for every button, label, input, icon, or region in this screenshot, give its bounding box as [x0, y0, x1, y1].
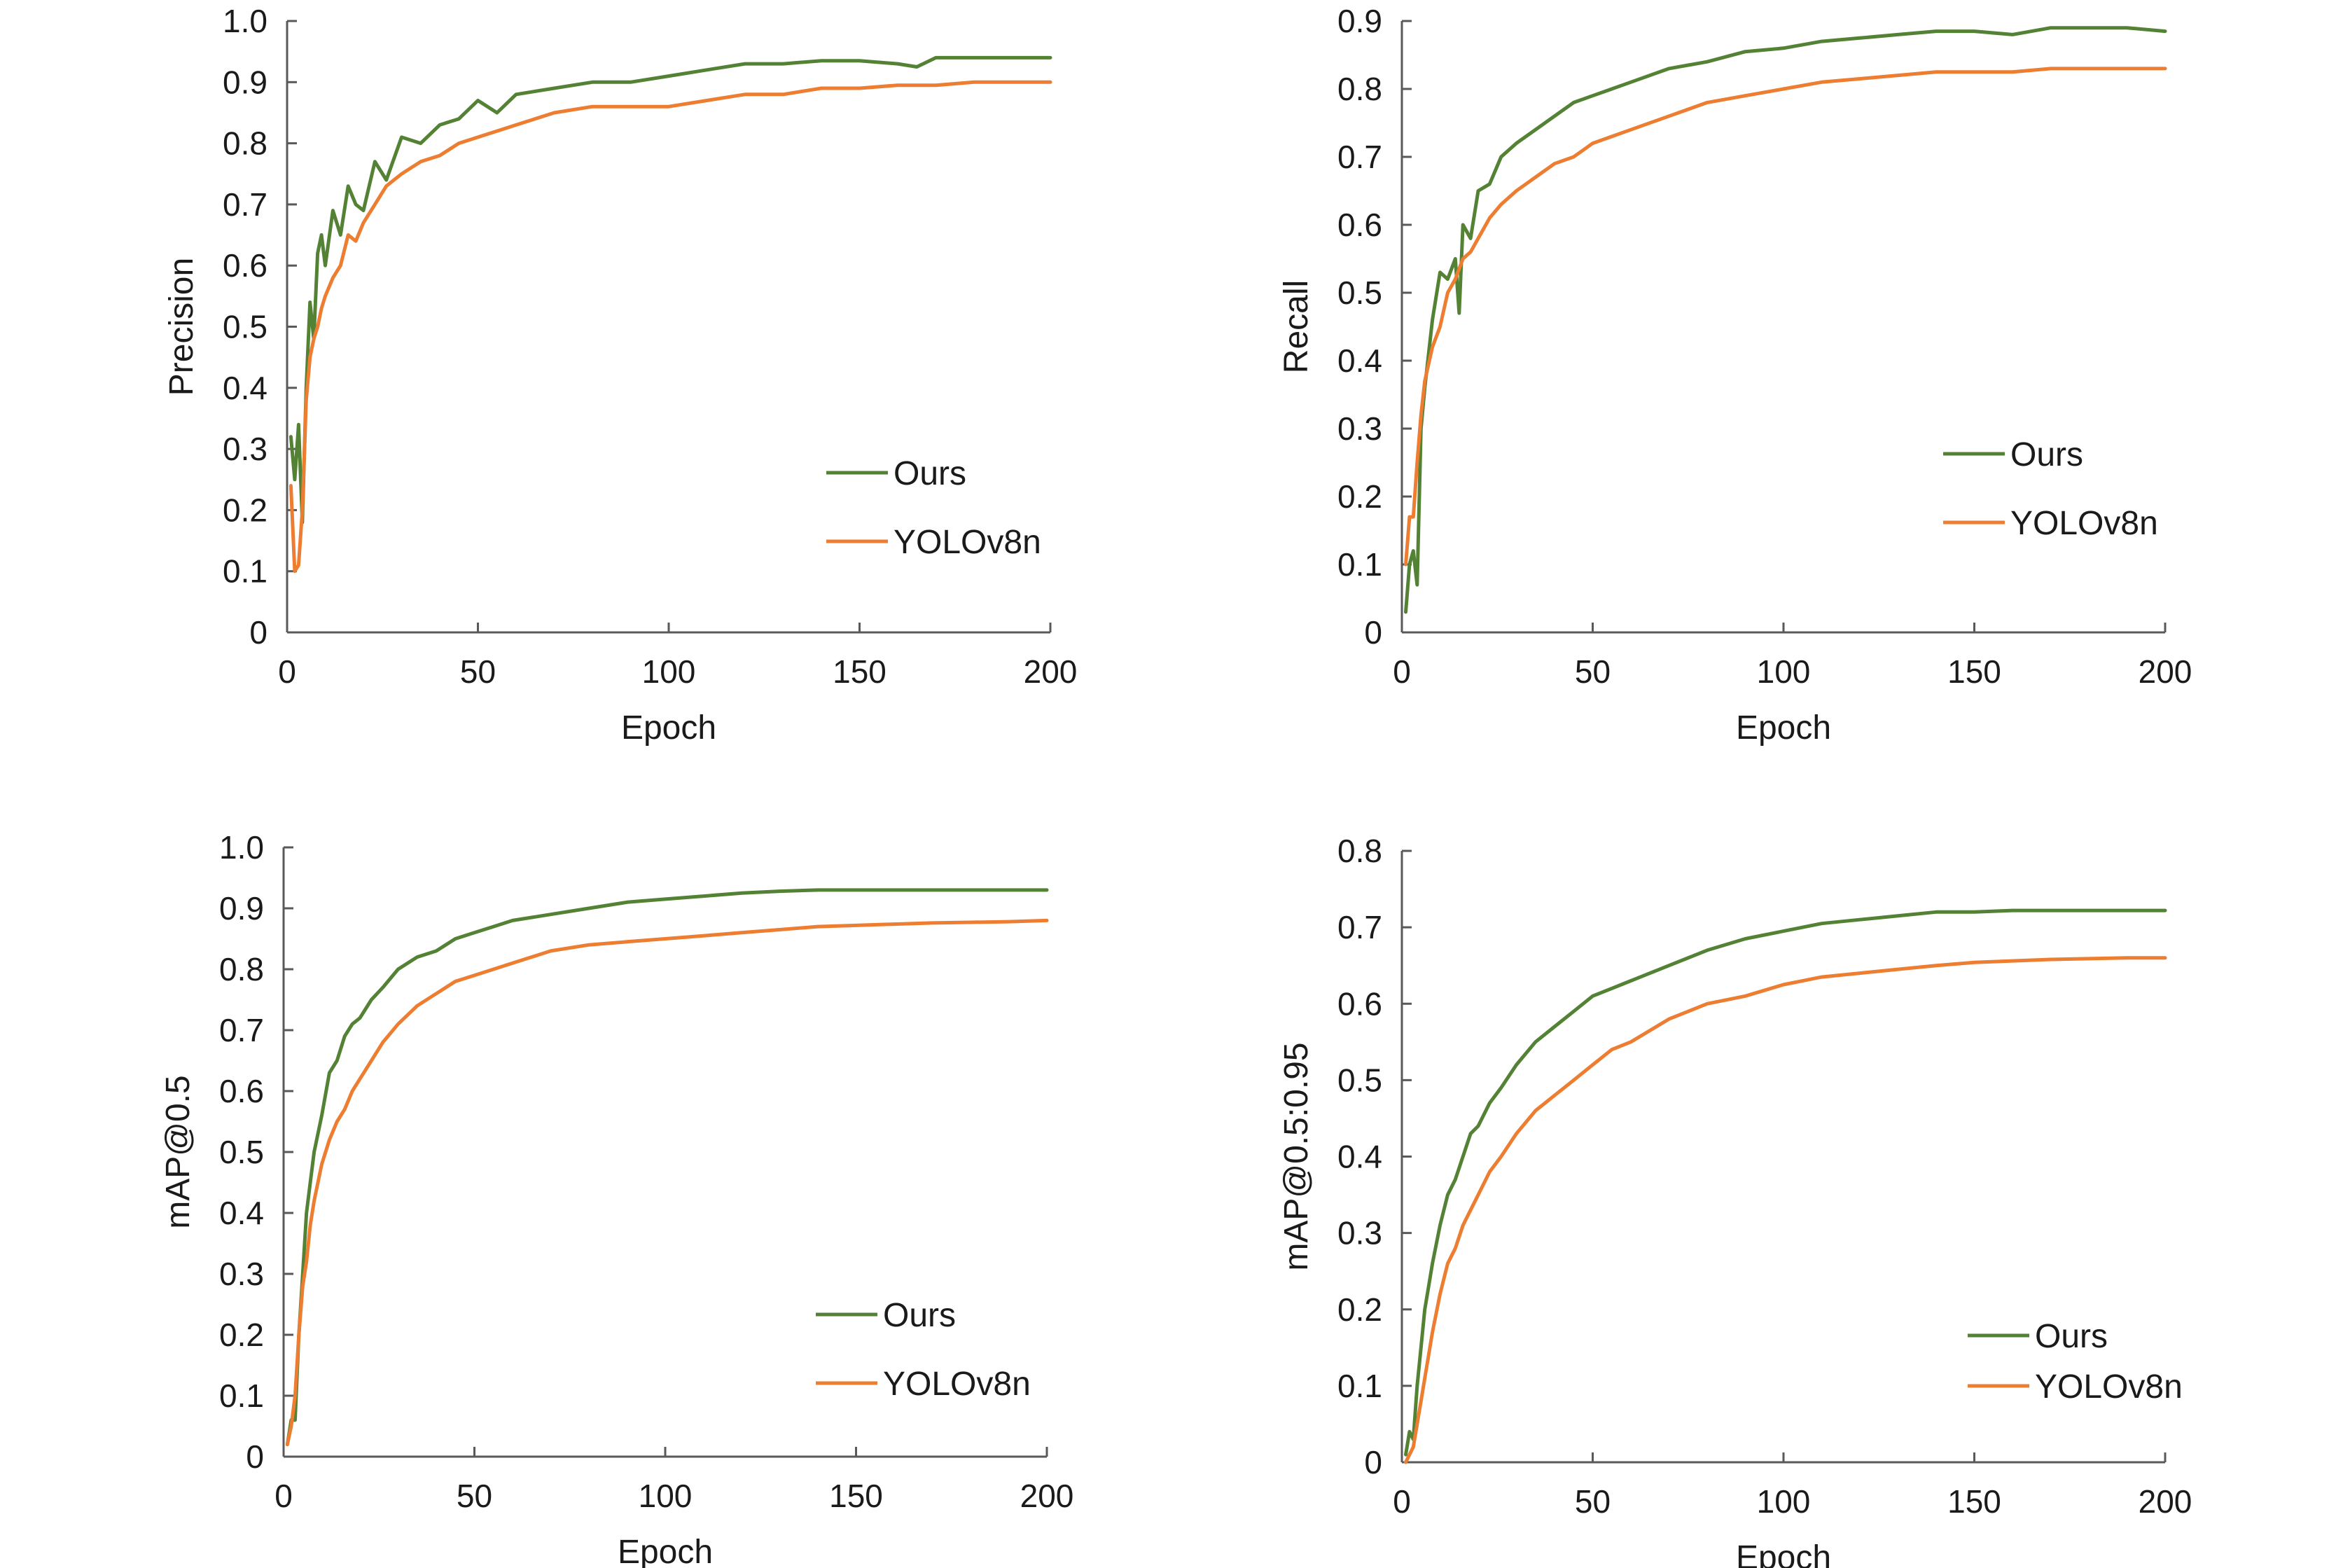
- y-tick-label: 0: [1364, 1444, 1382, 1480]
- legend-label: Ours: [2035, 1318, 2108, 1355]
- y-tick-label: 0.4: [1337, 342, 1382, 379]
- y-tick-label: 0: [1364, 614, 1382, 651]
- x-axis-label: Epoch: [618, 1534, 713, 1568]
- y-tick-label: 0.6: [1337, 207, 1382, 243]
- x-tick-label: 150: [1947, 653, 2001, 690]
- x-axis-label: Epoch: [1736, 709, 1831, 747]
- y-tick-label: 0.8: [1337, 833, 1382, 869]
- y-tick-label: 0.5: [223, 309, 267, 345]
- y-tick-label: 0.1: [219, 1378, 264, 1414]
- x-tick-label: 0: [1393, 653, 1411, 690]
- y-tick-label: 0.8: [223, 125, 267, 162]
- x-tick-label: 200: [1024, 653, 1078, 690]
- y-tick-label: 0.8: [1337, 71, 1382, 107]
- y-tick-label: 0.7: [219, 1012, 264, 1048]
- y-tick-label: 0.7: [223, 186, 267, 223]
- chart-panel-1: 0 50 100 150 200 0 0.1 0.2 0.3 0.4 0.5 0.6 0.7 0.8 0.9…: [163, 3, 1077, 747]
- series-line-yolov8n: [1404, 67, 2167, 567]
- y-tick-label: 0.1: [223, 553, 267, 590]
- y-tick-label: 0.4: [223, 370, 267, 406]
- y-tick-label: 0.4: [219, 1195, 264, 1231]
- y-tick-label: 0.4: [1337, 1139, 1382, 1175]
- x-tick-label: 100: [1757, 653, 1811, 690]
- y-tick-label: 0.6: [1337, 985, 1382, 1022]
- x-tick-label: 50: [1575, 1483, 1611, 1520]
- legend-label: Ours: [2010, 436, 2083, 473]
- y-tick-label: 0.2: [1337, 1291, 1382, 1328]
- series-line-ours: [285, 888, 1049, 1447]
- x-tick-label: 50: [460, 653, 496, 690]
- y-tick-label: 0.1: [1337, 546, 1382, 583]
- legend-label: Ours: [883, 1297, 956, 1334]
- y-tick-label: 0.6: [223, 247, 267, 284]
- y-tick-label: 0.9: [1337, 3, 1382, 39]
- x-tick-label: 100: [639, 1478, 693, 1514]
- legend-label: YOLOv8n: [2035, 1368, 2183, 1406]
- x-tick-label: 0: [1393, 1483, 1411, 1520]
- x-tick-label: 200: [2139, 653, 2192, 690]
- y-tick-label: 1.0: [223, 3, 267, 39]
- y-axis-label: Precision: [163, 258, 200, 396]
- series-line-yolov8n: [285, 918, 1049, 1447]
- y-tick-label: 0.3: [1337, 410, 1382, 447]
- y-tick-label: 0.6: [219, 1073, 264, 1109]
- y-tick-label: 0.8: [219, 951, 264, 987]
- y-tick-label: 0.7: [1337, 909, 1382, 945]
- y-tick-label: 0.3: [219, 1256, 264, 1292]
- x-tick-label: 100: [642, 653, 696, 690]
- y-tick-label: 0.2: [1337, 478, 1382, 515]
- x-tick-label: 100: [1757, 1483, 1811, 1520]
- y-tick-label: 0.5: [219, 1134, 264, 1170]
- legend-label: YOLOv8n: [2010, 505, 2158, 542]
- legend-label: YOLOv8n: [894, 524, 1041, 561]
- y-axis-label: mAP@0.5: [160, 1075, 197, 1228]
- chart-panel-2: 0 50 100 150 200 0 0.1 0.2 0.3 0.4 0.5 0.6 0.7 0.8 0.9…: [1278, 3, 2192, 747]
- x-tick-label: 0: [278, 653, 296, 690]
- y-tick-label: 0.5: [1337, 1062, 1382, 1098]
- y-tick-label: 1.0: [219, 829, 264, 866]
- series-line-yolov8n: [288, 80, 1052, 574]
- y-tick-label: 0.7: [1337, 139, 1382, 175]
- y-tick-label: 0.5: [1337, 275, 1382, 311]
- x-tick-label: 50: [1575, 653, 1611, 690]
- y-tick-label: 0.9: [223, 64, 267, 100]
- x-tick-label: 50: [457, 1478, 492, 1514]
- chart-panel-4: 0 50 100 150 200 0 0.1 0.2 0.3 0.4 0.5 0.6 0.7 0.8 Epo…: [1278, 833, 2192, 1568]
- y-tick-label: 0.3: [223, 431, 267, 467]
- x-tick-label: 150: [1947, 1483, 2001, 1520]
- series-line-ours: [1404, 908, 2167, 1457]
- y-tick-label: 0.3: [1337, 1215, 1382, 1251]
- y-axis-label: Recall: [1278, 280, 1315, 373]
- chart-panel-3: 0 50 100 150 200 0 0.1 0.2 0.3 0.4 0.5 0.6 0.7 0.8 0.9…: [160, 829, 1073, 1568]
- series-line-ours: [288, 55, 1052, 525]
- x-tick-label: 150: [833, 653, 887, 690]
- y-tick-label: 0.1: [1337, 1368, 1382, 1404]
- y-tick-label: 0.2: [223, 492, 267, 528]
- series-line-yolov8n: [1404, 956, 2167, 1464]
- x-axis-label: Epoch: [1736, 1539, 1831, 1568]
- x-tick-label: 0: [274, 1478, 293, 1514]
- y-tick-label: 0.9: [219, 890, 264, 927]
- y-tick-label: 0: [246, 1438, 264, 1475]
- x-tick-label: 150: [829, 1478, 883, 1514]
- legend-label: YOLOv8n: [883, 1366, 1031, 1403]
- legend-label: Ours: [894, 455, 966, 492]
- y-tick-label: 0: [249, 614, 267, 651]
- x-axis-label: Epoch: [621, 709, 716, 747]
- y-axis-label: mAP@0.5:0.95: [1278, 1042, 1315, 1270]
- series-line-ours: [1404, 26, 2167, 614]
- x-tick-label: 200: [2139, 1483, 2192, 1520]
- x-tick-label: 200: [1020, 1478, 1074, 1514]
- y-tick-label: 0.2: [219, 1317, 264, 1353]
